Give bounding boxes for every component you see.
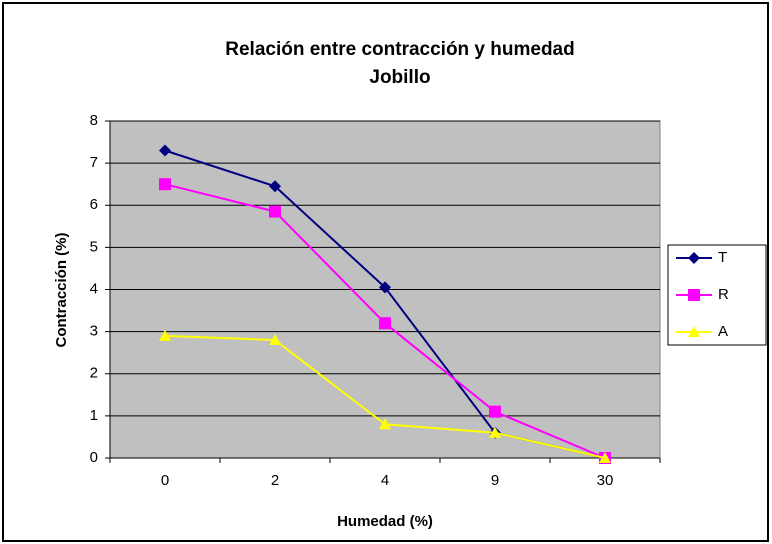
point <box>159 329 171 341</box>
y-tick-label: 1 <box>90 407 98 424</box>
point <box>159 144 171 157</box>
x-tick-label: 0 <box>161 472 169 489</box>
x-tick-label: 9 <box>491 472 499 489</box>
legend-label: T <box>718 249 727 266</box>
y-tick-label: 8 <box>90 112 98 129</box>
chart-title: Relación entre contracción y humedad <box>225 39 574 60</box>
point <box>489 426 501 438</box>
x-axis-label: Humedad (%) <box>337 513 433 530</box>
point <box>599 452 611 463</box>
point <box>489 405 501 418</box>
y-tick-label: 4 <box>90 280 98 297</box>
y-axis-label: Contracción (%) <box>53 232 70 347</box>
y-tick-label: 0 <box>90 449 98 466</box>
point <box>379 418 391 430</box>
y-tick-label: 6 <box>90 196 98 213</box>
x-tick-label: 2 <box>271 472 279 489</box>
point <box>379 281 391 294</box>
y-tick-label: 2 <box>90 365 98 382</box>
legend-label: A <box>718 323 728 340</box>
y-tick-label: 7 <box>90 154 98 171</box>
y-tick-label: 5 <box>90 238 98 255</box>
point <box>269 205 281 218</box>
legend-marker <box>688 326 700 337</box>
legend-marker <box>688 289 700 301</box>
y-tick-label: 3 <box>90 323 98 340</box>
legend-label: R <box>718 286 729 303</box>
chart-title: Jobillo <box>369 67 430 88</box>
point <box>159 178 171 191</box>
point <box>269 180 281 193</box>
point <box>379 317 391 330</box>
x-tick-label: 30 <box>597 472 614 489</box>
legend-marker <box>688 252 700 264</box>
point <box>269 334 281 346</box>
x-tick-label: 4 <box>381 472 389 489</box>
